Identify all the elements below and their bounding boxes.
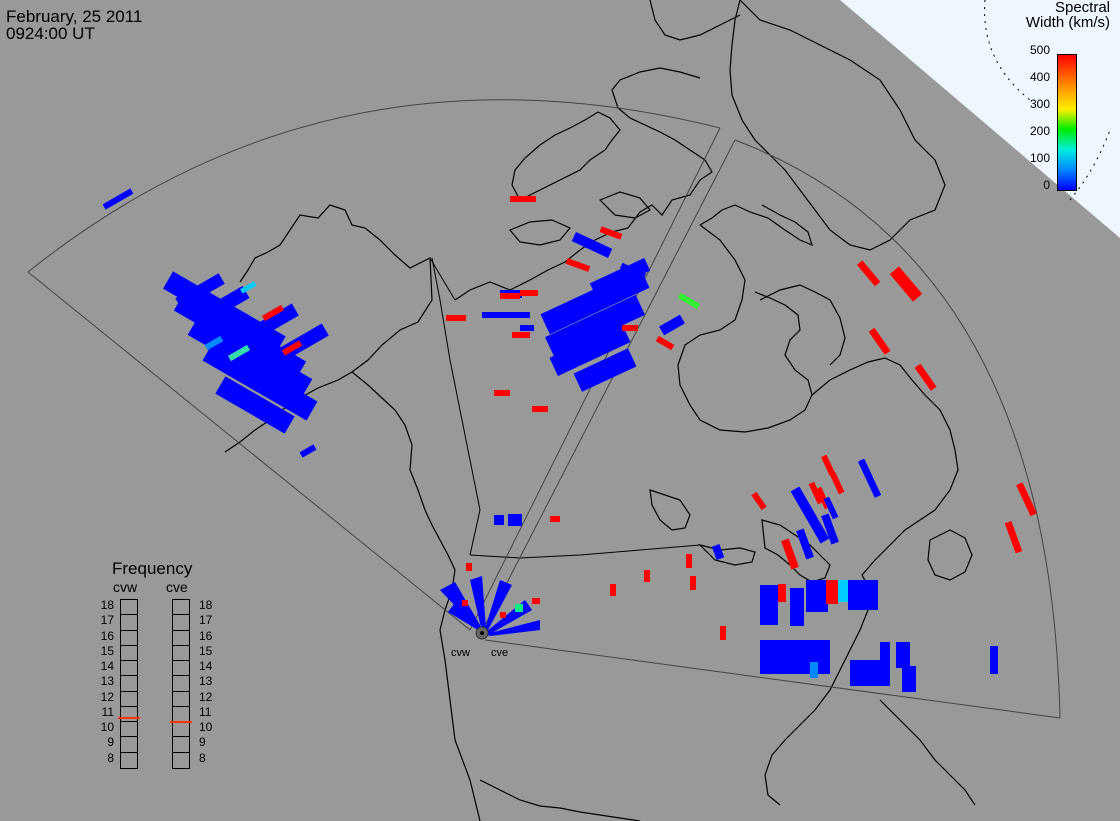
- frequency-scale-right-15: 15: [199, 643, 213, 658]
- colorbar-tick: 0: [1043, 178, 1050, 192]
- station-label-cve: cve: [491, 647, 509, 659]
- colorbar-tick: 100: [1029, 151, 1050, 165]
- frequency-scale-left-15: 15: [100, 643, 114, 658]
- frequency-scale-left-8: 8: [107, 750, 114, 765]
- colorbar-title-line1: Spectral: [1054, 0, 1110, 16]
- colorbar-title: Spectral Width (km/s): [1010, 0, 1110, 30]
- radar-scatter-cells: [102, 188, 1037, 692]
- frequency-scale-right-14: 14: [199, 659, 213, 674]
- frequency-gauge-cvw: [120, 599, 138, 769]
- frequency-scale-left-14: 14: [100, 659, 114, 674]
- frequency-gauge-cve: [172, 599, 190, 769]
- frequency-scale-left-18: 18: [100, 598, 114, 612]
- frequency-scale-left-17: 17: [100, 613, 114, 628]
- frequency-scale-right-17: 17: [199, 613, 213, 628]
- frequency-radar-label: cve: [166, 579, 188, 595]
- frequency-scale-right-9: 9: [199, 735, 206, 750]
- colorbar-title-line2: Width (km/s): [1025, 14, 1110, 31]
- coastlines: [224, 0, 976, 821]
- frequency-scale-left-13: 13: [100, 674, 114, 689]
- polar-region: [840, 0, 1120, 238]
- colorbar-tick: 400: [1029, 70, 1050, 84]
- frequency-scale-right-11: 11: [199, 704, 212, 719]
- frequency-scale-right-12: 12: [199, 689, 213, 704]
- colorbar-tick: 500: [1029, 43, 1050, 57]
- time-label: 0924:00 UT: [6, 24, 95, 43]
- frequency-marker-cvw: [118, 716, 140, 719]
- latitude-circle: [1069, 129, 1111, 201]
- radar-station-dot: [480, 631, 484, 635]
- frequency-scale-right-10: 10: [199, 720, 213, 735]
- frequency-scale-right-8: 8: [199, 750, 206, 765]
- frequency-radar-label: cvw: [113, 579, 138, 595]
- station-label-cvw: cvw: [451, 647, 470, 659]
- frequency-scale-left-11: 11: [101, 704, 114, 719]
- frequency-scale-right-16: 16: [199, 628, 213, 643]
- frequency-title: Frequency: [112, 559, 193, 578]
- colorbar-tick: 300: [1029, 97, 1050, 111]
- latitude-circle: [984, 0, 1031, 101]
- frequency-scale-left-16: 16: [100, 628, 114, 643]
- colorbar: [1057, 54, 1077, 191]
- frequency-scale-right-13: 13: [199, 674, 213, 689]
- frequency-scale-right-18: 18: [199, 598, 213, 612]
- date-label: February, 25 2011: [6, 7, 143, 26]
- political-borders: [429, 257, 701, 559]
- radar-fov-outline: [27, 99, 1061, 719]
- timestamp-header: February, 25 2011 0924:00 UT: [6, 8, 142, 42]
- frequency-marker-cve: [170, 721, 192, 724]
- frequency-scale-left-10: 10: [100, 720, 114, 735]
- colorbar-tick: 200: [1029, 124, 1050, 138]
- frequency-scale-left-9: 9: [107, 735, 114, 750]
- frequency-scale-left-12: 12: [100, 689, 114, 704]
